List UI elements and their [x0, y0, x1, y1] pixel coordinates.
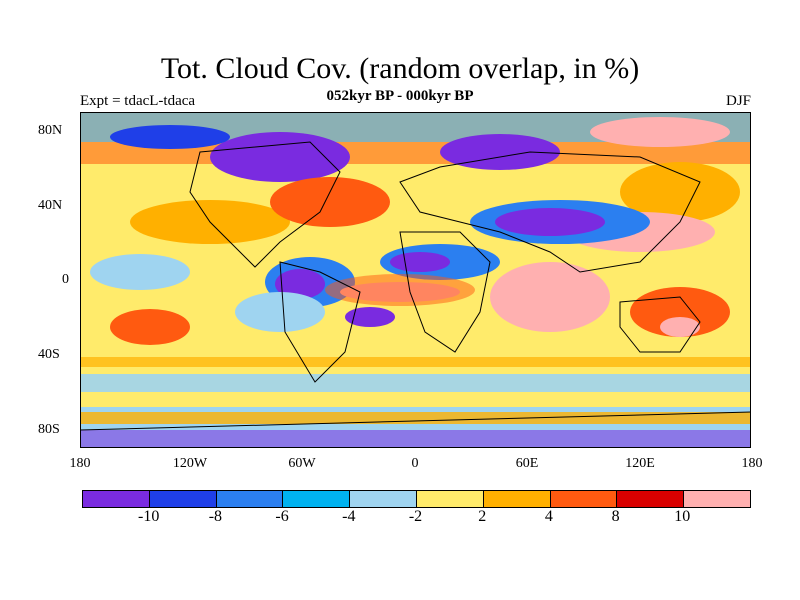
colorbar-tick-label: -6: [275, 508, 289, 525]
lon-label-60e: 60E: [515, 456, 539, 471]
lon-label-120e: 120E: [625, 456, 655, 471]
colorbar-tick-label: -10: [138, 508, 160, 525]
lat-label-40n: 40N: [38, 198, 63, 213]
colorbar-tick-label: 4: [544, 508, 553, 525]
anomaly-field: [80, 112, 751, 448]
colorbar-swatch: [684, 491, 750, 507]
colorbar-swatch: [83, 491, 150, 507]
colorbar-tick-label: 10: [674, 508, 691, 525]
colorbar-swatch: [149, 491, 217, 507]
lon-label-120w: 120W: [172, 456, 208, 471]
colorbar-swatch: [350, 491, 417, 507]
experiment-label: Expt = tdacL-tdaca: [80, 93, 196, 109]
colorbar-tick-label: -8: [208, 508, 223, 525]
colorbar-swatch: [216, 491, 284, 507]
lon-label-0: 0: [411, 456, 419, 471]
colorbar: [82, 490, 751, 508]
lon-label-180w: 180: [69, 456, 91, 471]
lat-label-0: 0: [62, 272, 69, 287]
coastlines: [80, 141, 751, 431]
colorbar-tick-label: 2: [478, 508, 487, 525]
map-svg: [80, 112, 751, 448]
map-title: Tot. Cloud Cov. (random overlap, in %): [160, 52, 640, 85]
cloud-cover-map: [80, 112, 751, 448]
colorbar-tick-label: -2: [408, 508, 423, 525]
lon-label-180e: 180: [741, 456, 763, 471]
colorbar-swatch: [416, 491, 484, 507]
colorbar-swatch: [617, 491, 685, 507]
colorbar-swatch: [483, 491, 551, 507]
map-subtitle: 052kyr BP - 000kyr BP: [326, 88, 474, 104]
lon-label-60w: 60W: [288, 456, 316, 471]
colorbar-tick-label: -4: [342, 508, 356, 525]
lat-label-40s: 40S: [38, 347, 60, 362]
season-label: DJF: [725, 93, 751, 109]
lat-label-80n: 80N: [38, 123, 63, 138]
colorbar-swatch: [283, 491, 351, 507]
colorbar-tick-label: 8: [611, 508, 620, 525]
lat-label-80s: 80S: [38, 422, 60, 437]
colorbar-swatch: [550, 491, 618, 507]
